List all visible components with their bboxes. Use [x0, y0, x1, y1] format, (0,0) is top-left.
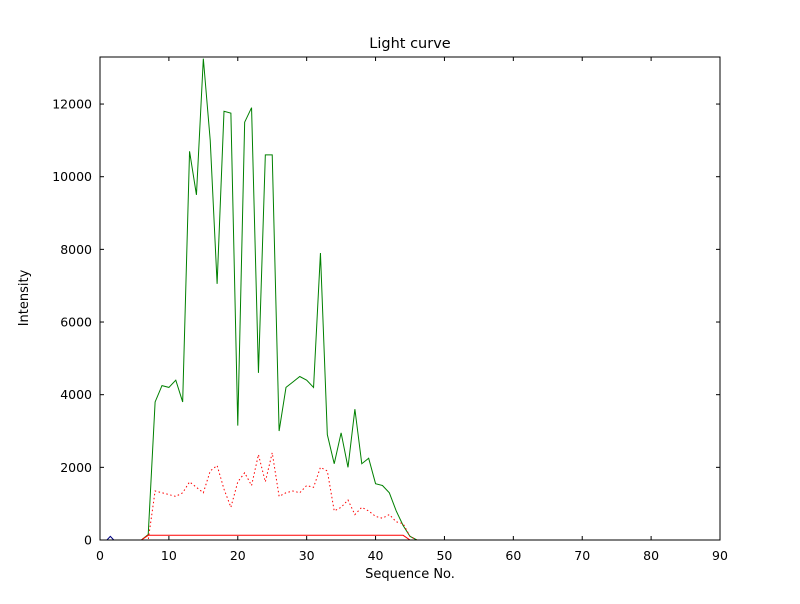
- x-tick-label: 90: [712, 548, 728, 563]
- axis-ticks-group: 0 10 20 30 40 50 60 70 80 90 0 2000 4000 6000 8000 1000…: [52, 57, 728, 563]
- x-tick-label: 40: [368, 548, 384, 563]
- y-tick-label: 2000: [60, 460, 92, 475]
- series-source-intensity: [100, 58, 658, 541]
- y-tick-label: 6000: [60, 315, 92, 330]
- y-tick-label: 4000: [60, 387, 92, 402]
- x-tick-label: 20: [230, 548, 246, 563]
- y-axis-label: Intensity: [17, 269, 32, 326]
- chart-title: Light curve: [369, 36, 451, 52]
- series-background-intensity: [141, 452, 418, 541]
- axes-frame: [99, 56, 721, 541]
- x-tick-label: 0: [96, 548, 104, 563]
- x-tick-label: 60: [505, 548, 521, 563]
- y-tick-label: 10000: [52, 169, 92, 184]
- x-tick-label: 70: [574, 548, 590, 563]
- series-start-blip: [106, 535, 115, 541]
- y-tick-label: 0: [84, 533, 92, 548]
- x-tick-label: 30: [299, 548, 315, 563]
- x-tick-label: 50: [436, 548, 452, 563]
- x-axis-label: Sequence No.: [365, 567, 455, 582]
- x-tick-label: 10: [161, 548, 177, 563]
- plot-area: [100, 57, 720, 540]
- y-tick-label: 12000: [52, 97, 92, 112]
- x-tick-label: 80: [643, 548, 659, 563]
- y-tick-label: 8000: [60, 242, 92, 257]
